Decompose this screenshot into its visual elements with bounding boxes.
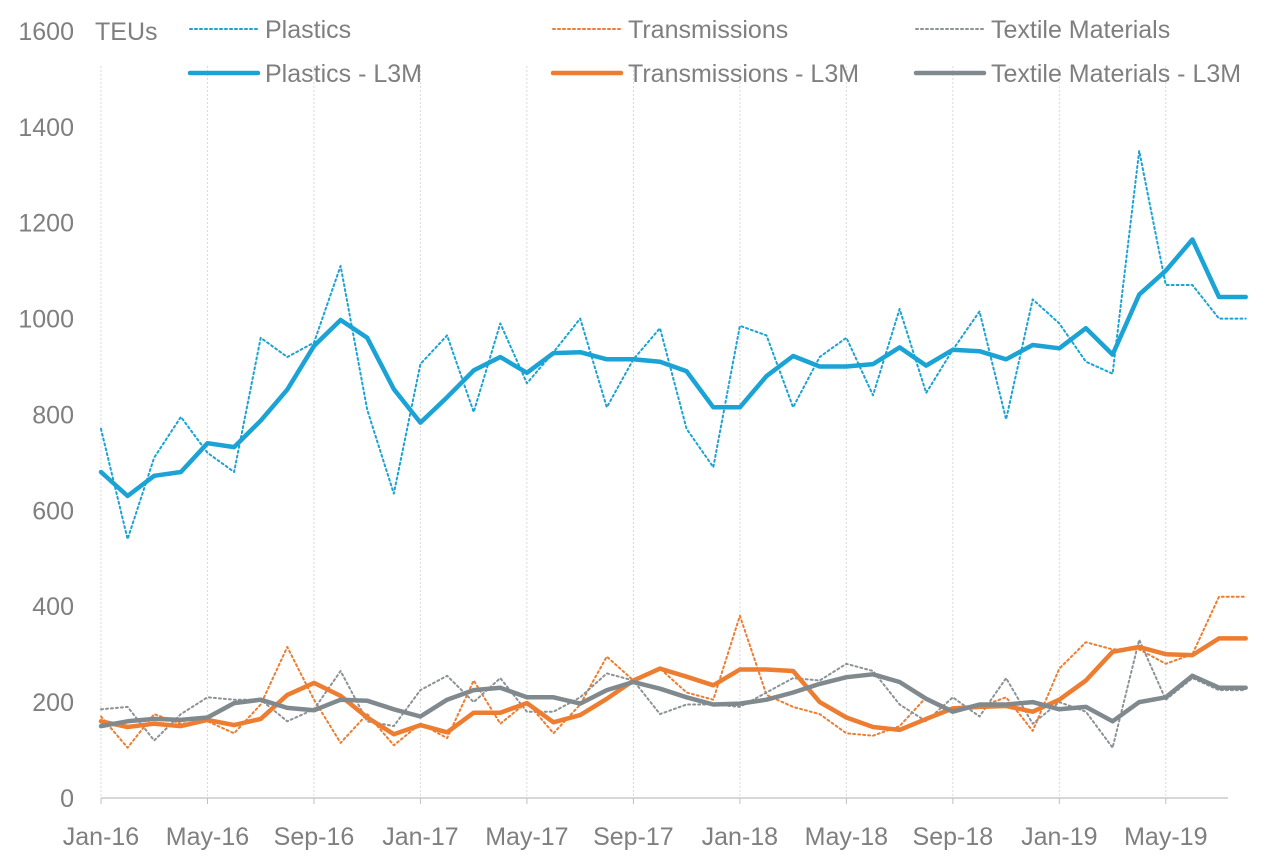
- legend-label: Plastics - L3M: [265, 60, 422, 88]
- legend-label: Textile Materials - L3M: [991, 60, 1241, 88]
- x-tick-label: Sep-18: [913, 823, 994, 851]
- y-tick-label: 1400: [18, 114, 74, 142]
- y-tick-label: 1200: [18, 210, 74, 238]
- grid-lines: [100, 66, 1167, 798]
- x-tick-label: Sep-16: [274, 823, 355, 851]
- y-tick-label: 200: [32, 689, 74, 717]
- x-tick-label: May-19: [1124, 823, 1207, 851]
- x-tick-label: Jan-17: [382, 823, 458, 851]
- y-tick-label: 1000: [18, 306, 74, 334]
- x-tick-label: May-16: [166, 823, 249, 851]
- x-tick-label: Jan-18: [702, 823, 778, 851]
- series-lines: [98, 149, 1248, 749]
- legend: Plastics Transmissions Textile Materials Pl…: [187, 16, 1241, 88]
- y-tick-label: 1600: [18, 18, 74, 46]
- series-line-transmissions: [100, 595, 1247, 749]
- series-line-textile-materials-l3m: [98, 672, 1248, 729]
- series-line-plastics: [100, 149, 1247, 541]
- legend-label: Plastics: [265, 16, 351, 44]
- y-tick-label: 600: [32, 497, 74, 525]
- x-tick-label: Sep-17: [593, 823, 674, 851]
- y-tick-label: 400: [32, 593, 74, 621]
- y-tick-label: 0: [60, 785, 74, 813]
- series-line-textile-materials: [100, 638, 1247, 749]
- legend-label: Transmissions: [628, 16, 788, 44]
- x-tick-label: Jan-16: [63, 823, 139, 851]
- x-tick-label: May-18: [805, 823, 888, 851]
- y-tick-label: 800: [32, 401, 74, 429]
- x-tick-label: Jan-19: [1021, 823, 1097, 851]
- legend-label: Textile Materials: [991, 16, 1170, 44]
- x-tick-label: May-17: [485, 823, 568, 851]
- y-unit-label: TEUs: [95, 18, 158, 46]
- axes: Jan-16 May-16 Sep-16 Jan-17 May-17 Sep-17 Jan-…: [18, 18, 1228, 851]
- legend-label: Transmissions - L3M: [628, 60, 859, 88]
- series-line-transmissions-l3m: [98, 636, 1248, 737]
- series-line-plastics-l3m: [98, 237, 1248, 499]
